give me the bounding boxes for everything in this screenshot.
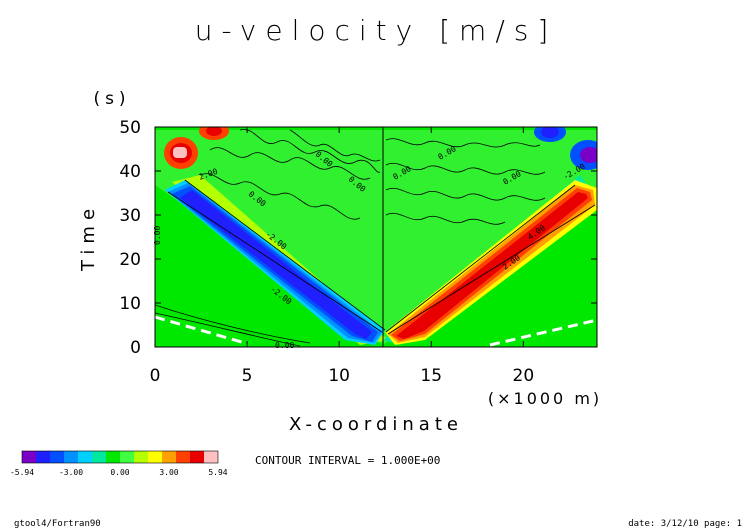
plot-frame	[154, 126, 598, 348]
x-axis-ticks: 0 5 10 15 20	[150, 127, 535, 386]
colorbar-label: -3.00	[59, 468, 83, 477]
colorbar-label: 3.00	[159, 468, 178, 477]
x-axis-unit: (×1000 m)	[488, 389, 602, 408]
footer-right: date: 3/12/10 page: 1	[628, 519, 742, 529]
zero-dash-contours	[155, 315, 597, 347]
x-tick-label: 20	[513, 366, 535, 386]
colorbar-label: -5.94	[10, 468, 34, 477]
red-blob-left-peak	[173, 147, 187, 158]
y-tick-label: 0	[130, 338, 141, 358]
neg-band-core	[180, 190, 372, 339]
x-tick-label: 15	[420, 366, 442, 386]
colorbar-labels: -5.94 -3.00 0.00 3.00 5.94	[10, 468, 228, 477]
x-axis-label: X-coordinate	[289, 414, 463, 435]
colorbar-swatch	[92, 451, 106, 463]
colorbar-swatch	[78, 451, 92, 463]
chart-title: u-velocity [m/s]	[195, 14, 558, 47]
plot-field	[155, 127, 597, 347]
x-tick-label: 10	[328, 366, 350, 386]
colorbar	[21, 450, 219, 464]
colorbar-swatch	[50, 451, 64, 463]
colorbar-frame	[21, 450, 219, 464]
colorbar-swatch	[22, 451, 36, 463]
colorbar-swatch	[204, 451, 218, 463]
colorbar-swatch	[148, 451, 162, 463]
colorbar-swatch	[176, 451, 190, 463]
colorbar-swatch	[106, 451, 120, 463]
x-tick-label: 5	[242, 366, 253, 386]
y-tick-label: 40	[119, 162, 141, 182]
colorbar-swatch	[134, 451, 148, 463]
pos-band-core	[396, 192, 588, 339]
red-blob-top-core	[206, 127, 222, 136]
colorbar-swatch	[190, 451, 204, 463]
y-axis-unit: (s)	[93, 89, 130, 109]
colorbar-swatch	[162, 451, 176, 463]
x-tick-label: 0	[150, 366, 161, 386]
colorbar-label: 0.00	[110, 468, 129, 477]
colorbar-swatch	[36, 451, 50, 463]
blue-blob-right-core	[580, 147, 597, 163]
footer-left: gtool4/Fortran90	[14, 519, 101, 529]
colorbar-label: 5.94	[208, 468, 227, 477]
contour-label-zero-h: 0.00	[153, 226, 162, 245]
y-axis-ticks: 0 10 20 30 40 50	[119, 118, 597, 358]
band-edge-contours	[155, 179, 596, 347]
right-wave-contours	[385, 138, 546, 225]
blue-blob-top-core	[541, 127, 559, 138]
y-tick-label: 10	[119, 294, 141, 314]
y-axis-label: Time	[78, 203, 99, 272]
contour-label-zero-d: 0.00	[275, 341, 294, 350]
y-tick-label: 30	[119, 206, 141, 226]
colorbar-swatch	[64, 451, 78, 463]
colorbar-swatch	[120, 451, 134, 463]
y-tick-label: 50	[119, 118, 141, 138]
y-tick-label: 20	[119, 250, 141, 270]
contour-interval: CONTOUR INTERVAL = 1.000E+00	[255, 454, 440, 467]
left-wave-contours	[199, 129, 381, 220]
